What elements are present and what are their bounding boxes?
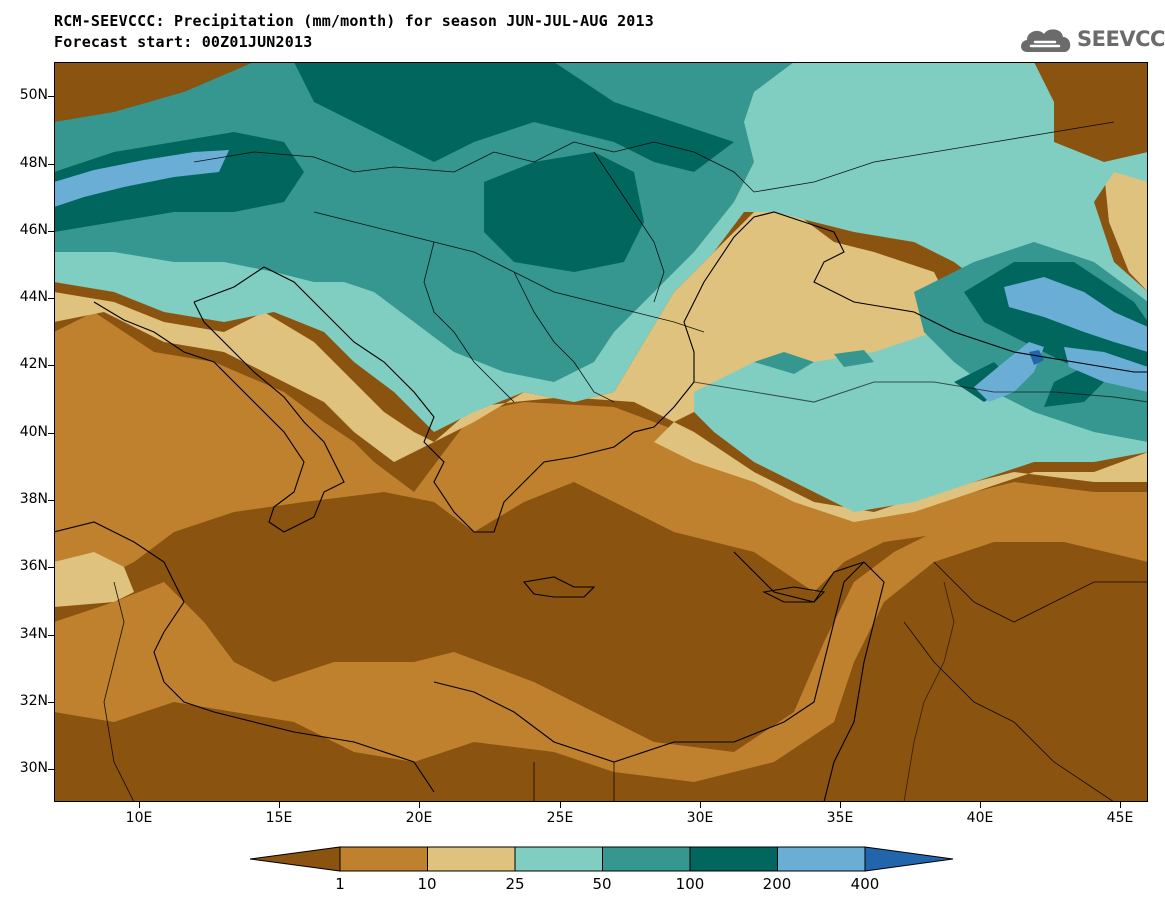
- colorbar: [250, 846, 954, 872]
- lat-tick: [48, 164, 54, 165]
- colorbar-label: 1: [335, 875, 345, 893]
- band-200-400-caucasus: [1004, 277, 1148, 352]
- colorbar-segment: [864, 846, 954, 872]
- precipitation-map: [54, 62, 1148, 802]
- colorbar-segment: [514, 846, 603, 872]
- cloud-icon: [1021, 29, 1071, 52]
- lat-label: 50N: [19, 87, 48, 103]
- colorbar-segment: [689, 846, 778, 872]
- lon-label: 45E: [1106, 810, 1134, 826]
- lon-tick: [1120, 802, 1121, 808]
- lat-tick: [48, 500, 54, 501]
- borders: [103, 121, 1148, 802]
- band-200-400-alps: [54, 150, 229, 207]
- lat-label: 30N: [19, 760, 48, 776]
- forecast-start: Forecast start: 00Z01JUN2013: [54, 33, 313, 51]
- band-10-25-ne: [1104, 152, 1148, 292]
- lat-label: 46N: [19, 222, 48, 238]
- lon-tick: [980, 802, 981, 808]
- lat-tick: [48, 96, 54, 97]
- lon-label: 30E: [686, 810, 714, 826]
- lat-label: 34N: [19, 626, 48, 642]
- colorbar-segment: [427, 846, 516, 872]
- lat-label: 44N: [19, 289, 48, 305]
- lon-tick: [419, 802, 420, 808]
- lon-tick: [560, 802, 561, 808]
- band-100-200-hungary: [484, 152, 644, 272]
- lat-label: 48N: [19, 155, 48, 171]
- map-title: RCM-SEEVCCC: Precipitation (mm/month) fo…: [54, 12, 654, 30]
- band-100-200-alps: [54, 132, 304, 232]
- band-50-100-spots: [754, 350, 874, 374]
- lat-label: 36N: [19, 558, 48, 574]
- lat-label: 40N: [19, 424, 48, 440]
- band-10-25: [54, 212, 1148, 522]
- lon-label: 25E: [546, 810, 574, 826]
- coastlines: [54, 211, 1148, 802]
- colorbar-segment: [602, 846, 691, 872]
- colorbar-segment: [339, 846, 428, 872]
- band-gt400: [1029, 350, 1044, 365]
- band-1-10-south: [54, 512, 1148, 782]
- lat-label: 38N: [19, 491, 48, 507]
- lat-tick: [48, 433, 54, 434]
- colorbar-label: 400: [850, 875, 880, 893]
- colorbar-label: 25: [505, 875, 525, 893]
- lat-tick: [48, 231, 54, 232]
- lon-label: 40E: [966, 810, 994, 826]
- lat-tick: [48, 567, 54, 568]
- colorbar-label: 200: [762, 875, 792, 893]
- lon-tick: [139, 802, 140, 808]
- lat-tick: [48, 635, 54, 636]
- lon-label: 15E: [265, 810, 293, 826]
- band-100-200-north: [294, 62, 734, 172]
- colorbar-segment: [250, 846, 341, 872]
- lat-tick: [48, 702, 54, 703]
- lon-tick: [840, 802, 841, 808]
- lat-tick: [48, 769, 54, 770]
- band-10-25-west: [54, 552, 134, 607]
- lon-label: 10E: [125, 810, 153, 826]
- colorbar-label: 50: [592, 875, 612, 893]
- lon-label: 35E: [826, 810, 854, 826]
- lon-label: 20E: [405, 810, 433, 826]
- colorbar-label: 100: [675, 875, 705, 893]
- lon-tick: [279, 802, 280, 808]
- colorbar-segment: [777, 846, 866, 872]
- lat-label: 42N: [19, 356, 48, 372]
- lat-tick: [48, 365, 54, 366]
- seevccc-logo: SEEVCCC: [1017, 22, 1165, 56]
- band-200-400-georgia: [974, 342, 1148, 402]
- lon-tick: [700, 802, 701, 808]
- logo-text: SEEVCCC: [1077, 27, 1165, 51]
- lat-label: 32N: [19, 693, 48, 709]
- colorbar-label: 10: [417, 875, 437, 893]
- lat-tick: [48, 298, 54, 299]
- band-1-10: [54, 312, 1148, 592]
